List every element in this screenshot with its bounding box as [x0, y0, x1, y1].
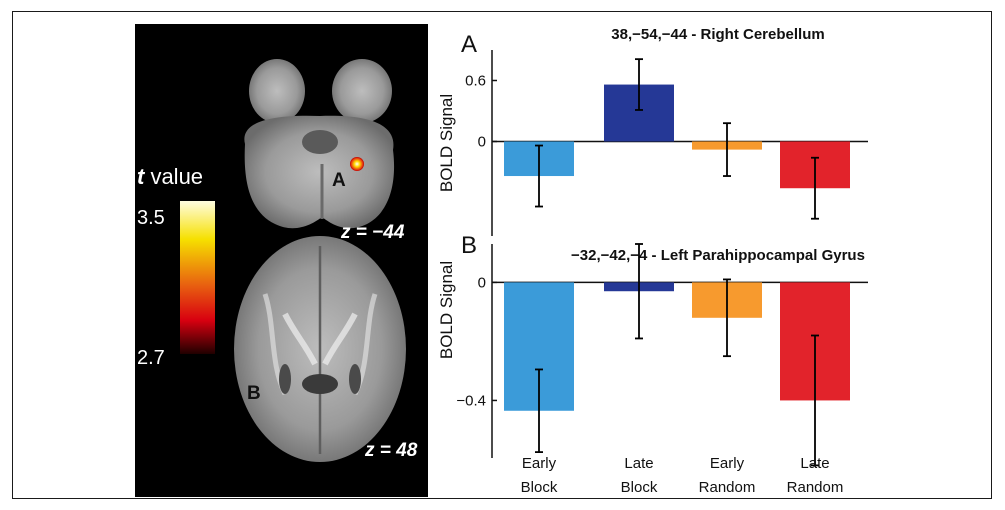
slice-top-z-label: z = −44	[340, 222, 405, 243]
panel-letter: B	[461, 232, 477, 259]
x-category-label: Random	[699, 479, 756, 496]
bar-charts-svg: 38,−54,−44 - Right Cerebellum A BOLD Signa…	[437, 26, 868, 496]
y-tick-label: 0	[478, 274, 486, 291]
brain-slices-panel: t value 3.5 2.7 z = −44 z = 48 A B	[135, 24, 428, 497]
marker-a-label: A	[332, 170, 346, 191]
x-category-label: Random	[787, 479, 844, 496]
brain-slices-svg: t value 3.5 2.7 z = −44 z = 48 A B	[137, 59, 418, 462]
y-tick-label: 0	[478, 133, 486, 150]
x-category-label: Late	[800, 455, 829, 472]
y-tick-label: 0.6	[465, 72, 486, 89]
colorbar-max-label: 3.5	[137, 207, 165, 229]
y-tick-label: −0.4	[456, 392, 486, 409]
y-axis-title: BOLD Signal	[437, 94, 456, 192]
t-value-colorbar	[180, 201, 215, 354]
chart-panel-a: 38,−54,−44 - Right Cerebellum A BOLD Signa…	[437, 26, 868, 236]
slice-bottom-z-label: z = 48	[364, 440, 418, 461]
chart-panel-b: −32,−42,−4 - Left Parahippocampal Gyrus B…	[437, 232, 868, 467]
activation-blob-a	[350, 157, 364, 171]
x-category-label: Early	[522, 455, 557, 472]
panel-letter: A	[461, 31, 477, 58]
top-brain-slice	[244, 59, 395, 229]
figure-frame	[12, 11, 992, 499]
colorbar-min-label: 2.7	[137, 347, 165, 369]
bottom-brain-slice	[234, 236, 406, 462]
marker-b-label: B	[247, 383, 261, 404]
x-category-label: Block	[521, 479, 558, 496]
chart-title: −32,−42,−4 - Left Parahippocampal Gyrus	[571, 247, 865, 264]
category-labels: Early Block Late Block Early Random Late Random	[521, 455, 844, 496]
x-category-label: Late	[624, 455, 653, 472]
colorbar-title: t value	[137, 164, 203, 189]
y-axis-title: BOLD Signal	[437, 261, 456, 359]
x-category-label: Early	[710, 455, 745, 472]
chart-title: 38,−54,−44 - Right Cerebellum	[611, 26, 824, 43]
x-category-label: Block	[621, 479, 658, 496]
